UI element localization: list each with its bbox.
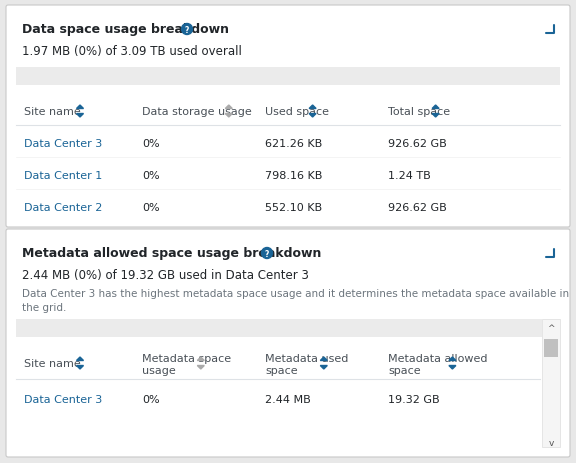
Text: Site name: Site name — [24, 358, 81, 368]
Polygon shape — [198, 366, 204, 369]
Text: Site name: Site name — [24, 107, 81, 117]
Bar — [16, 68, 560, 86]
Text: Data Center 3: Data Center 3 — [24, 394, 103, 404]
Polygon shape — [77, 366, 84, 369]
Polygon shape — [449, 366, 456, 369]
Text: 926.62 GB: 926.62 GB — [388, 202, 447, 213]
Polygon shape — [432, 114, 439, 118]
Text: 0%: 0% — [142, 394, 160, 404]
Polygon shape — [432, 106, 439, 109]
Text: 0%: 0% — [142, 202, 160, 213]
Text: Total space: Total space — [388, 107, 450, 117]
Text: space: space — [265, 365, 298, 375]
Text: 552.10 KB: 552.10 KB — [265, 202, 322, 213]
Text: Metadata space: Metadata space — [142, 353, 231, 363]
Text: 1.97 MB (0%) of 3.09 TB used overall: 1.97 MB (0%) of 3.09 TB used overall — [22, 45, 242, 58]
Polygon shape — [320, 357, 327, 361]
Polygon shape — [320, 366, 327, 369]
Text: Metadata allowed space usage breakdown: Metadata allowed space usage breakdown — [22, 247, 321, 260]
Text: Data space usage breakdown: Data space usage breakdown — [22, 24, 229, 37]
Polygon shape — [77, 357, 84, 361]
Text: 0%: 0% — [142, 139, 160, 149]
Text: 798.16 KB: 798.16 KB — [265, 171, 323, 181]
Text: ?: ? — [265, 250, 269, 258]
Bar — [544, 339, 558, 357]
Text: Metadata used: Metadata used — [265, 353, 348, 363]
Text: ?: ? — [185, 26, 189, 35]
Polygon shape — [225, 114, 232, 118]
Text: 19.32 GB: 19.32 GB — [388, 394, 439, 404]
Text: Data Center 1: Data Center 1 — [24, 171, 103, 181]
Text: Data Center 3: Data Center 3 — [24, 139, 103, 149]
Polygon shape — [77, 106, 84, 109]
Bar — [16, 319, 542, 337]
Text: 1.24 TB: 1.24 TB — [388, 171, 431, 181]
Polygon shape — [309, 106, 316, 109]
Text: 621.26 KB: 621.26 KB — [265, 139, 322, 149]
FancyBboxPatch shape — [6, 230, 570, 457]
Polygon shape — [449, 357, 456, 361]
Text: 2.44 MB: 2.44 MB — [265, 394, 310, 404]
Text: ^: ^ — [547, 324, 555, 333]
Text: 926.62 GB: 926.62 GB — [388, 139, 447, 149]
Polygon shape — [198, 357, 204, 361]
Text: 2.44 MB (0%) of 19.32 GB used in Data Center 3: 2.44 MB (0%) of 19.32 GB used in Data Ce… — [22, 269, 309, 282]
Text: Used space: Used space — [265, 107, 329, 117]
Text: Data Center 2: Data Center 2 — [24, 202, 103, 213]
Circle shape — [262, 248, 272, 259]
FancyBboxPatch shape — [6, 6, 570, 227]
Text: Data storage usage: Data storage usage — [142, 107, 252, 117]
Circle shape — [181, 25, 192, 36]
Text: usage: usage — [142, 365, 176, 375]
Text: Metadata allowed: Metadata allowed — [388, 353, 487, 363]
Text: 0%: 0% — [142, 171, 160, 181]
Bar — [542, 319, 560, 447]
Text: v: v — [548, 438, 554, 448]
Polygon shape — [77, 114, 84, 118]
Polygon shape — [309, 114, 316, 118]
Polygon shape — [225, 106, 232, 109]
Text: space: space — [388, 365, 420, 375]
Text: Data Center 3 has the highest metadata space usage and it determines the metadat: Data Center 3 has the highest metadata s… — [22, 288, 569, 298]
Text: the grid.: the grid. — [22, 302, 66, 313]
